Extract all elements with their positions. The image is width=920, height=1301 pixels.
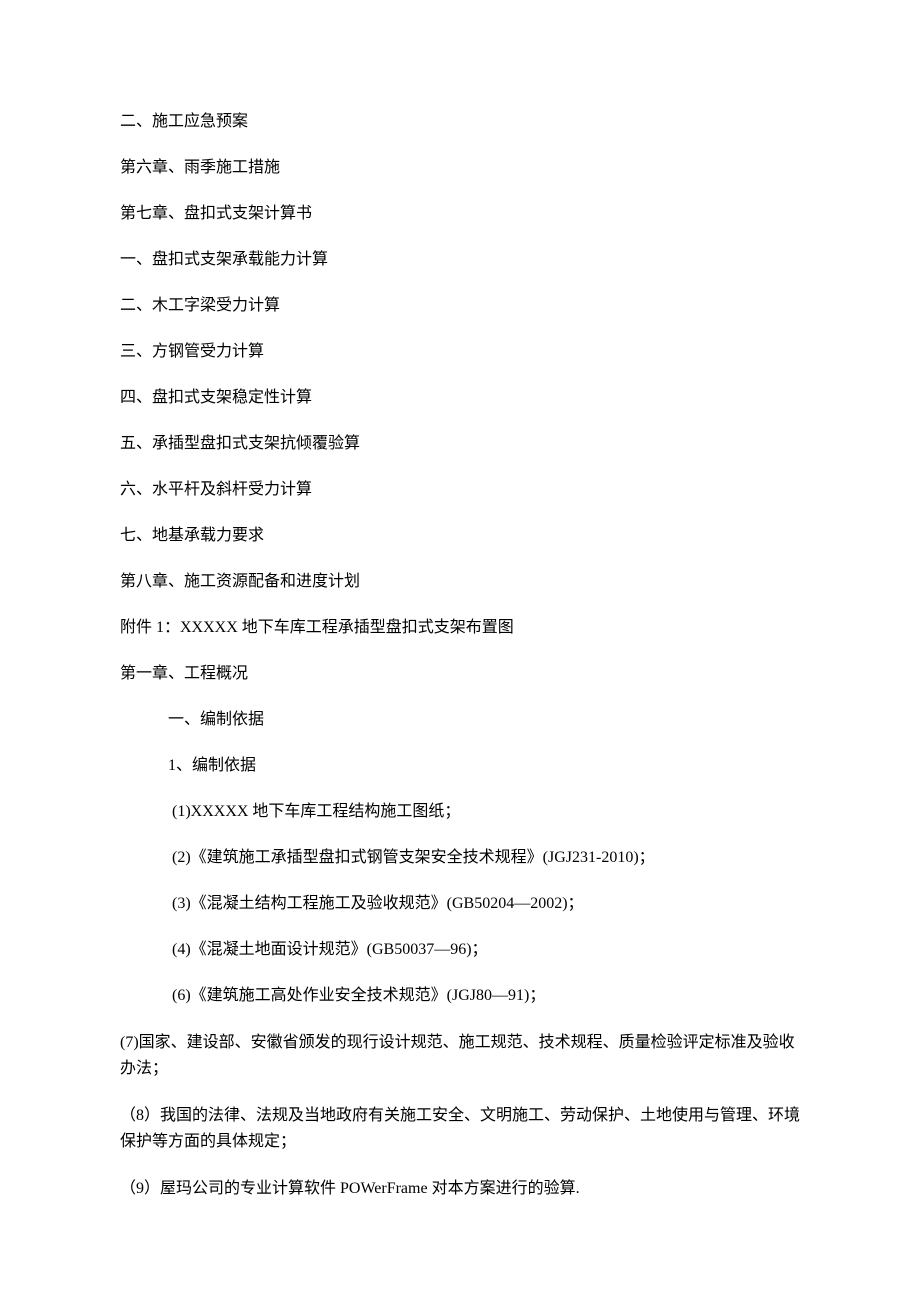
section-1-sub: 1、编制依据 [120, 754, 800, 778]
toc-chapter-8: 第八章、施工资源配备和进度计划 [120, 570, 800, 594]
toc-attachment-1: 附件 1：XXXXX 地下车库工程承插型盘扣式支架布置图 [120, 616, 800, 640]
section-1-title: 一、编制依据 [120, 708, 800, 732]
basis-item-8: （8）我国的法律、法规及当地政府有关施工安全、文明施工、劳动保护、土地使用与管理… [120, 1103, 800, 1154]
toc-item-stability: 四、盘扣式支架稳定性计算 [120, 386, 800, 410]
basis-item-1: (1)XXXXX 地下车库工程结构施工图纸； [120, 800, 800, 824]
basis-item-7: (7)国家、建设部、安徽省颁发的现行设计规范、施工规范、技术规程、质量检验评定标… [120, 1030, 800, 1081]
toc-item-wood-beam: 二、木工字梁受力计算 [120, 294, 800, 318]
toc-item-overturning: 五、承插型盘扣式支架抗倾覆验算 [120, 432, 800, 456]
toc-chapter-7: 第七章、盘扣式支架计算书 [120, 202, 800, 226]
basis-item-4: (4)《混凝土地面设计规范》(GB50037—96)； [120, 938, 800, 962]
toc-item-horizontal-diagonal: 六、水平杆及斜杆受力计算 [120, 478, 800, 502]
chapter-1-title: 第一章、工程概况 [120, 662, 800, 686]
basis-item-6: (6)《建筑施工高处作业安全技术规范》(JGJ80—91)； [120, 984, 800, 1008]
basis-item-9: （9）屋玛公司的专业计算软件 POWerFrame 对本方案进行的验算. [120, 1176, 800, 1202]
toc-item-emergency: 二、施工应急预案 [120, 110, 800, 134]
toc-item-steel-pipe: 三、方钢管受力计算 [120, 340, 800, 364]
basis-item-2: (2)《建筑施工承插型盘扣式钢管支架安全技术规程》(JGJ231-2010)； [120, 846, 800, 870]
toc-item-bearing-capacity: 一、盘扣式支架承载能力计算 [120, 248, 800, 272]
toc-item-foundation: 七、地基承载力要求 [120, 524, 800, 548]
basis-item-3: (3)《混凝土结构工程施工及验收规范》(GB50204—2002)； [120, 892, 800, 916]
toc-chapter-6: 第六章、雨季施工措施 [120, 156, 800, 180]
